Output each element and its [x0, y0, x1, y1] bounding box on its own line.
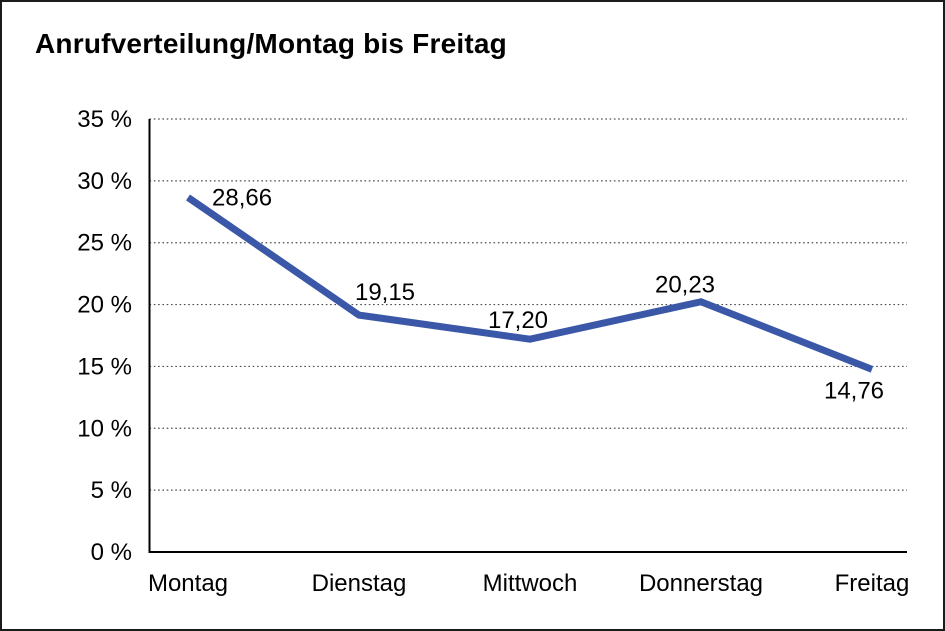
data-point-label: 14,76: [824, 377, 884, 404]
x-category-label: Montag: [148, 570, 228, 597]
gridlines: [149, 118, 907, 491]
data-point-label: 28,66: [212, 184, 272, 211]
x-category-label: Donnerstag: [639, 570, 763, 597]
y-tick-label: 35 %: [77, 106, 132, 133]
y-tick-label: 30 %: [77, 168, 132, 195]
chart-title: Anrufverteilung/Montag bis Freitag: [35, 28, 507, 59]
y-tick-label: 5 %: [91, 477, 132, 504]
x-category-label: Mittwoch: [483, 570, 578, 597]
x-category-label: Dienstag: [312, 570, 407, 597]
data-point-label: 19,15: [355, 279, 415, 306]
y-axis-labels: 0 % 5 % 10 % 15 % 20 % 25 % 30 % 35 %: [77, 106, 132, 566]
axes: [148, 119, 907, 553]
y-tick-label: 20 %: [77, 292, 132, 319]
y-tick-label: 25 %: [77, 230, 132, 257]
data-line: [186, 194, 874, 373]
x-category-label: Freitag: [835, 570, 910, 597]
y-tick-label: 10 %: [77, 415, 132, 442]
data-labels: 28,66 19,15 17,20 20,23 14,76: [212, 184, 884, 404]
data-series: [186, 194, 874, 373]
y-tick-label: 0 %: [91, 539, 132, 566]
y-tick-label: 15 %: [77, 353, 132, 380]
x-axis-labels: Montag Dienstag Mittwoch Donnerstag Freitag: [148, 570, 909, 597]
data-point-label: 20,23: [655, 272, 715, 299]
data-point-label: 17,20: [488, 307, 548, 334]
